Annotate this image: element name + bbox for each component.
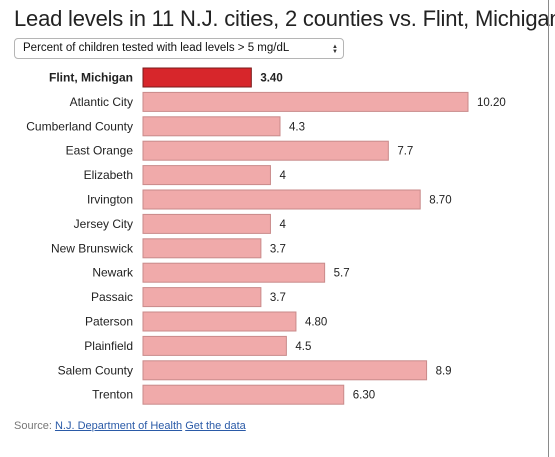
category-label: Plainfield [84,339,133,353]
bar[interactable] [142,189,421,210]
category-label: Elizabeth [84,168,133,182]
value-label: 10.20 [477,97,506,109]
value-label: 4.80 [305,317,327,329]
value-label: 5.7 [334,268,350,280]
category-label: Cumberland County [26,119,133,133]
value-label: 4.5 [295,341,311,353]
value-label: 8.70 [429,195,451,207]
category-label: New Brunswick [51,241,134,255]
value-label: 7.7 [397,146,413,158]
category-label: Newark [92,266,134,280]
category-label: East Orange [66,144,134,158]
value-label: 3.40 [260,73,282,85]
bar[interactable] [142,67,252,88]
metric-select-value: Percent of children tested with lead lev… [23,42,290,54]
bar[interactable] [142,335,287,356]
bar[interactable] [142,91,469,112]
category-label: Salem County [58,363,133,377]
value-label: 8.9 [436,365,452,377]
bar[interactable] [142,140,389,161]
right-divider [548,0,549,457]
updown-arrows-icon: ▲▼ [332,43,338,54]
category-label: Passaic [91,290,133,304]
bar[interactable] [142,360,428,381]
bar[interactable] [142,238,262,259]
source-line: Source: N.J. Department of Health Get th… [14,420,246,432]
bar[interactable] [142,262,326,283]
chart-title: Lead levels in 11 N.J. cities, 2 countie… [14,6,555,31]
category-label: Trenton [92,388,133,402]
category-label: Irvington [87,193,133,207]
bar[interactable] [142,116,281,137]
bar[interactable] [142,287,262,308]
source-department-link[interactable]: N.J. Department of Health [54,420,183,432]
value-label: 4 [279,170,286,182]
category-label: Flint, Michigan [49,71,133,85]
bar[interactable] [142,384,345,405]
category-label: Jersey City [74,217,133,231]
value-label: 4.3 [289,121,305,133]
metric-select[interactable]: Percent of children tested with lead lev… [14,38,344,59]
source-prefix: Source: [14,420,55,432]
category-label: Paterson [85,315,133,329]
bar[interactable] [142,213,271,234]
category-label: Atlantic City [70,95,133,109]
bar-chart: Flint, Michigan 3.40 Atlantic City 10.20 Cum… [26,67,506,405]
bar[interactable] [142,165,271,186]
get-data-link[interactable]: Get the data [185,420,246,432]
value-label: 3.7 [270,243,286,255]
value-label: 3.7 [270,292,286,304]
value-label: 6.30 [353,390,375,402]
bar[interactable] [142,311,297,332]
value-label: 4 [279,219,286,231]
